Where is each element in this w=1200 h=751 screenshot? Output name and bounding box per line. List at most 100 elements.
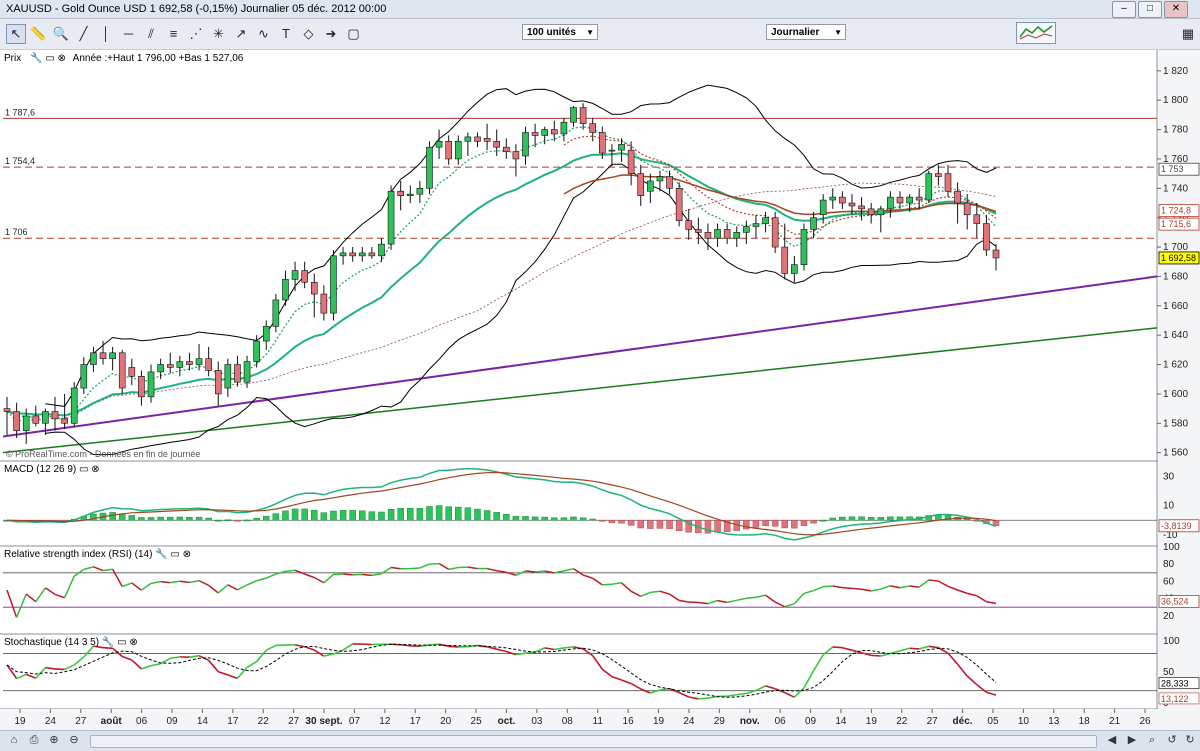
units-select[interactable]: 100 unités ▼ xyxy=(522,24,598,40)
shapes-icon[interactable]: ◇ xyxy=(299,24,319,44)
wrench-icon[interactable]: 🔧 xyxy=(30,53,42,64)
minimize-icon[interactable]: – xyxy=(1112,1,1136,18)
stoch-k-segment xyxy=(698,698,708,699)
arrow-right-icon[interactable]: ➜ xyxy=(321,24,341,44)
arrow-icon[interactable]: ↗ xyxy=(231,24,251,44)
fibonacci-icon[interactable]: ≡ xyxy=(164,24,184,44)
indicators-icon[interactable] xyxy=(1016,22,1056,44)
candle-body xyxy=(167,365,173,368)
scroll-right-icon[interactable]: ▶ xyxy=(1124,733,1140,747)
macd-histogram-bar xyxy=(782,520,788,528)
window-icon[interactable]: ▭ xyxy=(45,53,54,64)
close-panel-icon[interactable]: ⊗ xyxy=(91,464,99,475)
rsi-line-segment xyxy=(285,570,295,571)
macd-histogram-bar xyxy=(628,520,634,525)
macd-histogram-bar xyxy=(369,512,375,521)
candle-body xyxy=(715,229,721,238)
print-icon[interactable]: ⎙ xyxy=(26,733,42,747)
candle-body xyxy=(225,365,231,388)
macd-histogram-bar xyxy=(167,517,173,520)
stoch-k-segment xyxy=(910,648,920,649)
candle-body xyxy=(820,200,826,215)
period-select[interactable]: Journalier ▼ xyxy=(766,24,846,40)
candle-body xyxy=(935,174,941,177)
horizontal-line-icon[interactable]: ─ xyxy=(119,24,139,44)
candle-body xyxy=(801,229,807,264)
candle-body xyxy=(916,197,922,200)
zoom-out-icon[interactable]: ⊖ xyxy=(66,733,82,747)
window-icon[interactable]: ▭ xyxy=(79,464,88,475)
candle-body xyxy=(436,141,442,147)
ruler-icon[interactable]: 📏 xyxy=(29,24,49,44)
chevron-down-icon: ▼ xyxy=(834,25,842,41)
fan-icon[interactable]: ⋰ xyxy=(186,24,206,44)
candle-body xyxy=(609,150,615,151)
maximize-icon[interactable]: □ xyxy=(1138,1,1162,18)
gann-icon[interactable]: ✳ xyxy=(209,24,229,44)
macd-histogram-bar xyxy=(282,511,288,520)
window-title-bar: XAUUSD - Gold Ounce USD 1 692,58 (-0,15%… xyxy=(0,0,1200,19)
candle-body xyxy=(647,181,653,191)
price-y-tick-label: 1 700 xyxy=(1163,242,1188,253)
candle-body xyxy=(907,197,913,203)
watermark: © ProRealTime.com - Données en fin de jo… xyxy=(6,449,200,459)
macd-histogram-bar xyxy=(340,510,346,520)
x-axis-label: 27 xyxy=(927,716,939,727)
stoch-value-label: 28,333 xyxy=(1161,679,1189,689)
x-axis-label: 07 xyxy=(349,716,361,727)
trendline-icon[interactable]: ╱ xyxy=(74,24,94,44)
wrench-icon[interactable]: 🔧 xyxy=(155,549,167,560)
vertical-line-icon[interactable]: │ xyxy=(96,24,116,44)
wave-icon[interactable]: ∿ xyxy=(254,24,274,44)
close-panel-icon[interactable]: ⊗ xyxy=(57,53,65,64)
rectangle-icon[interactable]: ▢ xyxy=(344,24,364,44)
zoom-in-icon[interactable]: ⊕ xyxy=(46,733,62,747)
channel-icon[interactable]: ⫽ xyxy=(141,24,161,44)
rsi-line-segment xyxy=(161,582,171,583)
candle-body xyxy=(676,188,682,220)
x-axis-label: 24 xyxy=(683,716,695,727)
home-icon[interactable]: ⌂ xyxy=(6,733,22,747)
redo-icon[interactable]: ↻ xyxy=(1182,733,1198,747)
horizontal-scrollbar[interactable] xyxy=(90,735,1097,748)
stoch-panel-header: Stochastique (14 3 5) 🔧 ▭ ⊗ xyxy=(4,637,138,648)
cursor-icon[interactable]: ↖ xyxy=(6,24,26,44)
candle-body xyxy=(234,365,240,383)
layout-grid-icon[interactable]: ▦ xyxy=(1180,24,1196,44)
macd-panel-label: MACD (12 26 9) xyxy=(4,464,76,475)
candle-body xyxy=(196,359,202,365)
price-y-tick-label: 1 560 xyxy=(1163,448,1188,459)
scroll-left-icon[interactable]: ◀ xyxy=(1104,733,1120,747)
candle-body xyxy=(407,194,413,195)
close-panel-icon[interactable]: ⊗ xyxy=(183,549,191,560)
wrench-icon[interactable]: 🔧 xyxy=(102,637,114,648)
candle-body xyxy=(772,218,778,247)
macd-histogram-bar xyxy=(417,508,423,520)
candle-body xyxy=(302,271,308,283)
candle-body xyxy=(42,412,48,424)
close-panel-icon[interactable]: ⊗ xyxy=(129,637,137,648)
macd-histogram-bar xyxy=(811,520,817,523)
x-axis-label: 19 xyxy=(866,716,878,727)
macd-value-label: -3,8139 xyxy=(1161,521,1192,531)
candle-body xyxy=(206,359,212,371)
zoom-icon[interactable]: ⌕ xyxy=(1144,733,1160,747)
window-icon[interactable]: ▭ xyxy=(117,637,126,648)
x-axis-label: 30 sept. xyxy=(305,716,342,727)
zoom-icon[interactable]: 🔍 xyxy=(51,24,71,44)
undo-icon[interactable]: ↺ xyxy=(1164,733,1180,747)
window-icon[interactable]: ▭ xyxy=(170,549,179,560)
x-axis-label: 05 xyxy=(987,716,999,727)
macd-histogram-bar xyxy=(388,509,394,520)
candle-body xyxy=(599,132,605,153)
price-y-tick-label: 1 780 xyxy=(1163,125,1188,136)
macd-histogram-bar xyxy=(244,520,250,521)
close-icon[interactable]: ✕ xyxy=(1164,1,1188,18)
candle-body xyxy=(686,221,692,230)
macd-histogram-bar xyxy=(110,512,116,520)
macd-histogram-bar xyxy=(753,520,759,527)
x-axis-label: déc. xyxy=(953,716,973,727)
text-icon[interactable]: T xyxy=(276,24,296,44)
